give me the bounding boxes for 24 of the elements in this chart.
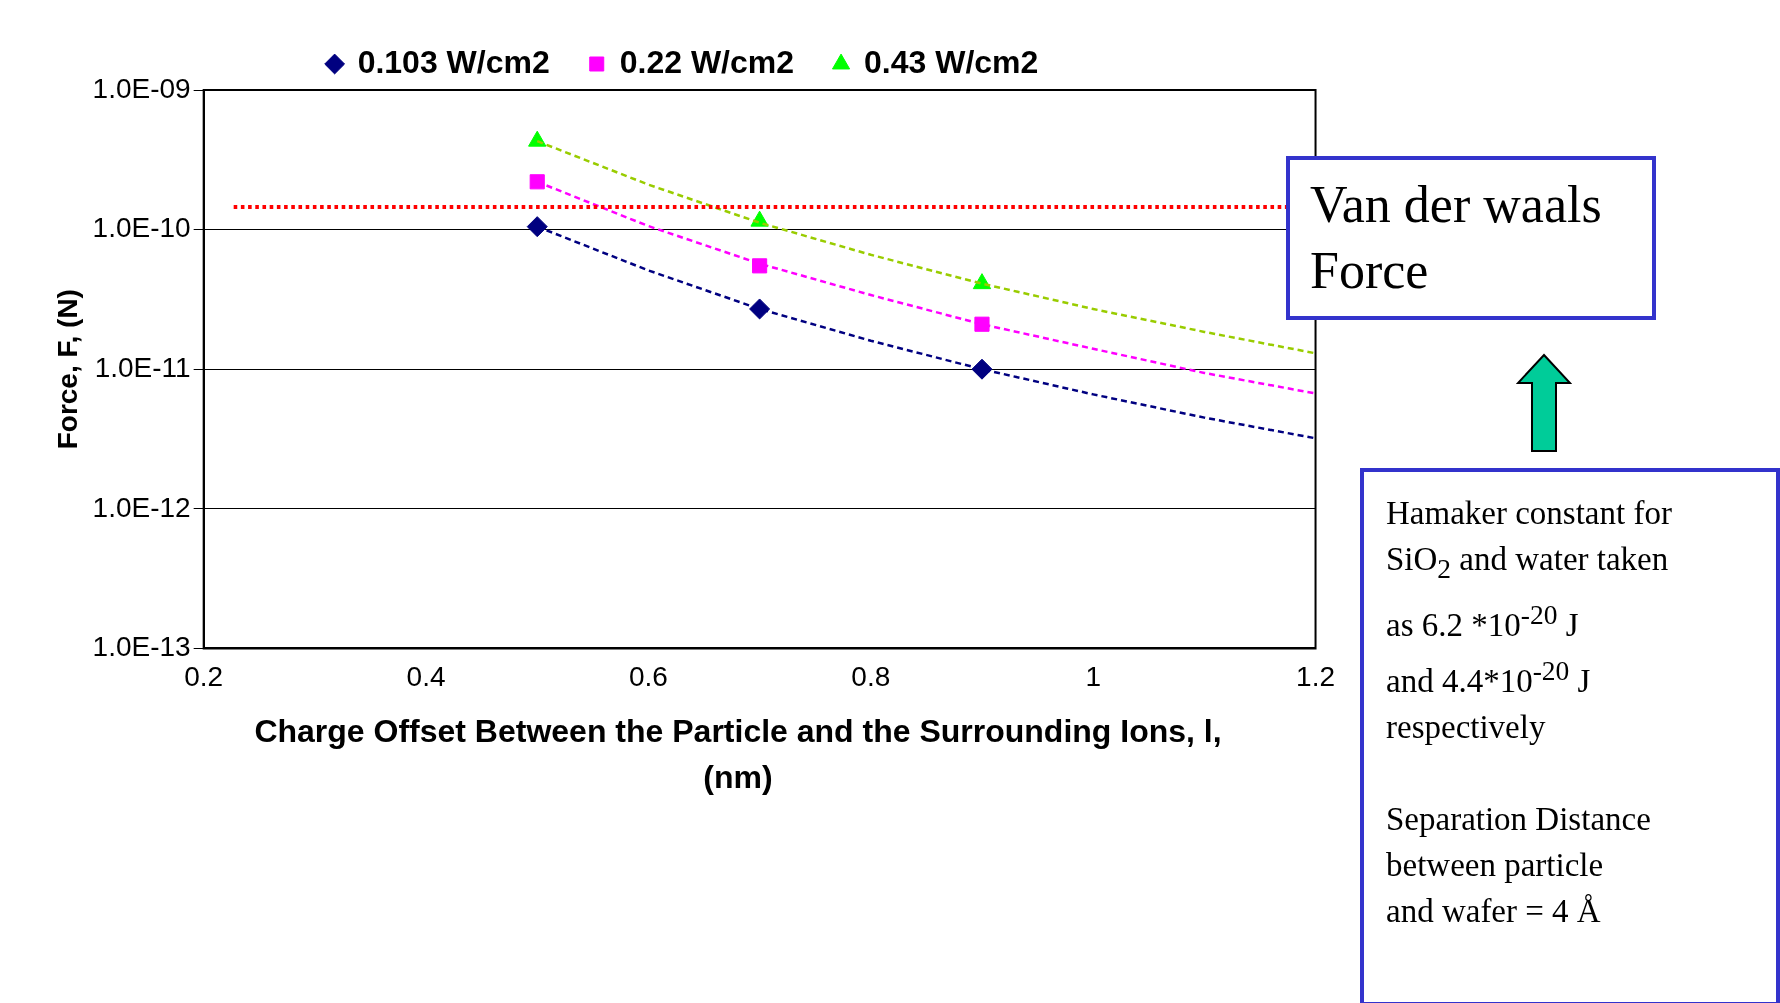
point — [526, 216, 548, 238]
y-tick-label: 1.0E-11 — [94, 351, 191, 383]
x-tick-label: 0.8 — [851, 660, 891, 692]
x-tick-label: 1.2 — [1296, 660, 1336, 692]
x-tick-label: 1 — [1085, 660, 1101, 692]
ref-line-label: Van der waals Force — [1286, 156, 1656, 320]
x-tick-label: 0.4 — [406, 660, 446, 692]
y-axis-title: Force, F, (N) — [51, 289, 83, 450]
y-tick-label: 1.0E-10 — [92, 212, 191, 244]
x-tick-label: 0.6 — [628, 660, 668, 692]
point — [749, 298, 771, 320]
y-tick-label: 1.0E-12 — [92, 491, 191, 523]
point — [971, 358, 993, 380]
text: Hamaker constant for SiO$_{2}$ and water taken as 6.2 *10$^{-20}$ J and 4.4*10$^{-20}$ J respectively Separation Distance between particle and wafer = 4 Å — [1386, 495, 1672, 929]
point — [974, 316, 990, 332]
legend-label: 0.103 W/cm2 — [357, 43, 550, 80]
x-axis-title: Charge Offset Between the Particle and the Surrounding Ions, l, (nm) — [253, 712, 1223, 797]
y-tick-label: 1.0E-13 — [92, 631, 191, 663]
x-tick-label: 0.2 — [184, 660, 224, 692]
point — [752, 258, 768, 274]
legend-label: 0.43 W/cm2 — [864, 43, 1039, 80]
point — [529, 174, 545, 190]
legend-label: 0.22 W/cm2 — [619, 43, 795, 80]
y-tick-label: 1.0E-09 — [92, 72, 191, 104]
